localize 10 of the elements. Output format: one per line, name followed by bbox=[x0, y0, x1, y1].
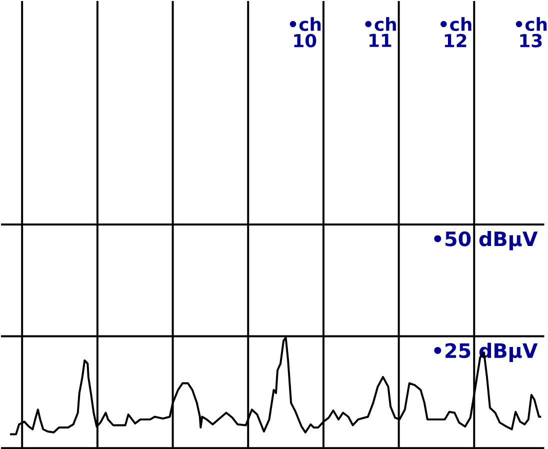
annotation: •ch bbox=[365, 17, 396, 31]
annotation: •ch bbox=[290, 17, 321, 31]
y-tick-label: •50 dBµV bbox=[434, 230, 538, 250]
x-tick-label: 12 bbox=[444, 34, 466, 48]
annotation: •ch bbox=[440, 17, 472, 31]
x-tick-label: 10 bbox=[294, 34, 316, 48]
y-tick-label: •25 dBµV bbox=[434, 342, 538, 362]
annotation: •ch bbox=[516, 17, 547, 31]
x-tick-label: 11 bbox=[370, 34, 392, 47]
x-tick-label: 13 bbox=[520, 34, 542, 48]
